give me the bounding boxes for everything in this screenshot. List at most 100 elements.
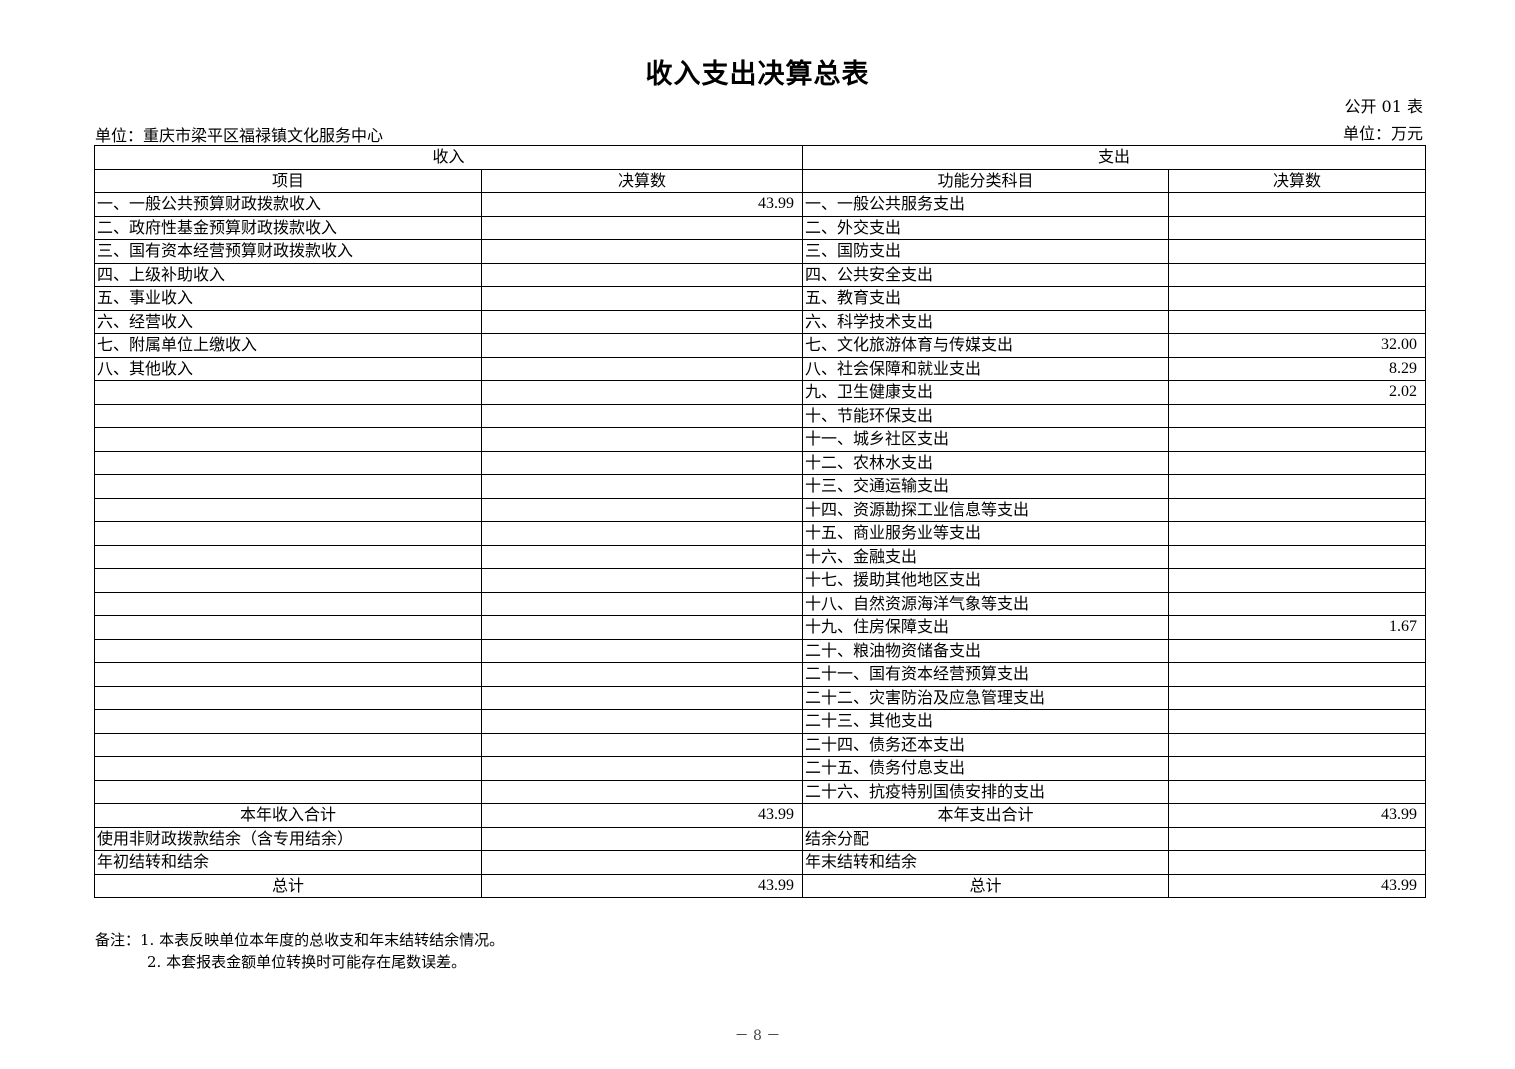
expenditure-amount xyxy=(1168,685,1427,710)
expenditure-item: 十一、城乡社区支出 xyxy=(802,427,1170,452)
income-amount xyxy=(480,380,804,405)
table-row: 十五、商业服务业等支出 xyxy=(94,521,1427,546)
summary-income-label: 总计 xyxy=(94,873,482,898)
income-amount: 43.99 xyxy=(480,192,804,217)
income-item: 四、上级补助收入 xyxy=(94,262,482,287)
table-row: 六、经营收入 六、科学技术支出 xyxy=(94,309,1427,334)
expenditure-item: 十六、金融支出 xyxy=(802,544,1170,569)
summary-income-label: 本年收入合计 xyxy=(94,803,482,828)
income-item xyxy=(94,779,482,804)
income-item xyxy=(94,662,482,687)
table-row: 十三、交通运输支出 xyxy=(94,474,1427,499)
expenditure-amount xyxy=(1168,239,1427,264)
expenditure-amount xyxy=(1168,497,1427,522)
expenditure-item: 二十二、灾害防治及应急管理支出 xyxy=(802,685,1170,710)
expenditure-item: 三、国防支出 xyxy=(802,239,1170,264)
income-amount xyxy=(480,568,804,593)
summary-row: 本年收入合计 43.99 本年支出合计 43.99 xyxy=(94,803,1427,828)
income-amount xyxy=(480,638,804,663)
expenditure-amount: 8.29 xyxy=(1168,356,1427,381)
expenditure-amount xyxy=(1168,638,1427,663)
income-item xyxy=(94,568,482,593)
summary-income-amount: 43.99 xyxy=(480,803,804,828)
summary-income-amount: 43.99 xyxy=(480,873,804,898)
summary-expenditure-label: 总计 xyxy=(802,873,1170,898)
expenditure-amount xyxy=(1168,403,1427,428)
summary-expenditure-amount xyxy=(1168,826,1427,851)
expenditure-amount xyxy=(1168,732,1427,757)
income-amount xyxy=(480,662,804,687)
notes: 备注：1. 本表反映单位本年度的总收支和年末结转结余情况。 2. 本套报表金额单… xyxy=(95,929,504,973)
income-amount xyxy=(480,474,804,499)
table-row: 九、卫生健康支出 2.02 xyxy=(94,380,1427,405)
income-amount xyxy=(480,591,804,616)
expenditure-item: 二、外交支出 xyxy=(802,215,1170,240)
expenditure-amount xyxy=(1168,215,1427,240)
table-row: 五、事业收入 五、教育支出 xyxy=(94,286,1427,311)
income-item xyxy=(94,450,482,475)
income-amount xyxy=(480,286,804,311)
expenditure-item: 八、社会保障和就业支出 xyxy=(802,356,1170,381)
summary-expenditure-amount: 43.99 xyxy=(1168,803,1427,828)
summary-row: 使用非财政拨款结余（含专用结余） 结余分配 xyxy=(94,826,1427,851)
income-amount xyxy=(480,262,804,287)
note-1: 备注：1. 本表反映单位本年度的总收支和年末结转结余情况。 xyxy=(95,931,505,949)
table-row: 十六、金融支出 xyxy=(94,544,1427,569)
table-row: 十八、自然资源海洋气象等支出 xyxy=(94,591,1427,616)
income-amount xyxy=(480,709,804,734)
income-item xyxy=(94,591,482,616)
table-row: 三、国有资本经营预算财政拨款收入 三、国防支出 xyxy=(94,239,1427,264)
income-item xyxy=(94,380,482,405)
page-title: 收入支出决算总表 xyxy=(645,59,870,90)
summary-income-label: 使用非财政拨款结余（含专用结余） xyxy=(94,826,482,851)
expenditure-item: 十九、住房保障支出 xyxy=(802,615,1170,640)
expenditure-amount xyxy=(1168,709,1427,734)
income-item xyxy=(94,732,482,757)
expenditure-amount xyxy=(1168,756,1427,781)
income-amount xyxy=(480,215,804,240)
expenditure-item: 十四、资源勘探工业信息等支出 xyxy=(802,497,1170,522)
header-row-group: 收入 支出 xyxy=(93,145,1427,170)
expenditure-item: 一、一般公共服务支出 xyxy=(802,192,1170,217)
table-row: 十七、援助其他地区支出 xyxy=(94,568,1427,593)
summary-expenditure-label: 年末结转和结余 xyxy=(802,850,1170,875)
income-amount xyxy=(480,685,804,710)
income-amount xyxy=(480,756,804,781)
expenditure-item: 二十六、抗疫特别国债安排的支出 xyxy=(802,779,1170,804)
income-item xyxy=(94,474,482,499)
expenditure-item: 十三、交通运输支出 xyxy=(802,474,1170,499)
summary-row: 总计 43.99 总计 43.99 xyxy=(94,873,1427,898)
expenditure-amount: 1.67 xyxy=(1168,615,1427,640)
income-item: 一、一般公共预算财政拨款收入 xyxy=(94,192,482,217)
table-row: 二十三、其他支出 xyxy=(94,709,1427,734)
exp-amount-header: 决算数 xyxy=(1168,168,1427,193)
note-2: 2. 本套报表金额单位转换时可能存在尾数误差。 xyxy=(147,953,467,971)
expenditure-item: 六、科学技术支出 xyxy=(802,309,1170,334)
table-row: 十一、城乡社区支出 xyxy=(94,427,1427,452)
income-amount xyxy=(480,521,804,546)
expenditure-item: 九、卫生健康支出 xyxy=(802,380,1170,405)
income-item xyxy=(94,638,482,663)
summary-expenditure-label: 本年支出合计 xyxy=(802,803,1170,828)
expenditure-header: 支出 xyxy=(802,145,1427,170)
page-number: － 8 － xyxy=(734,1028,781,1044)
table-row: 十、节能环保支出 xyxy=(94,403,1427,428)
table-row: 二、政府性基金预算财政拨款收入 二、外交支出 xyxy=(94,215,1427,240)
income-item xyxy=(94,756,482,781)
expenditure-item: 四、公共安全支出 xyxy=(802,262,1170,287)
expenditure-item: 十、节能环保支出 xyxy=(802,403,1170,428)
income-item: 六、经营收入 xyxy=(94,309,482,334)
income-item xyxy=(94,497,482,522)
income-item: 五、事业收入 xyxy=(94,286,482,311)
expenditure-amount xyxy=(1168,309,1427,334)
income-item xyxy=(94,615,482,640)
income-item xyxy=(94,709,482,734)
table-row: 十九、住房保障支出 1.67 xyxy=(94,615,1427,640)
exp-item-header: 功能分类科目 xyxy=(802,168,1170,193)
income-amount xyxy=(480,450,804,475)
income-amount xyxy=(480,239,804,264)
income-amount xyxy=(480,732,804,757)
currency-unit: 单位：万元 xyxy=(1342,124,1423,143)
header-row-columns: 项目 决算数 功能分类科目 决算数 xyxy=(94,168,1427,193)
summary-income-amount xyxy=(480,826,804,851)
